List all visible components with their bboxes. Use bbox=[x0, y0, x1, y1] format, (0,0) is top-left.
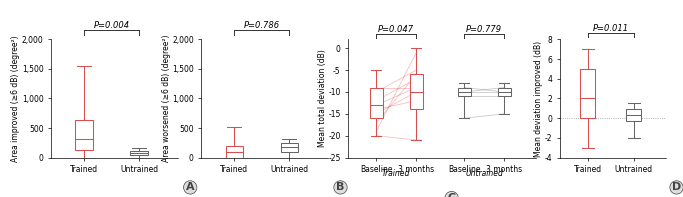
Text: A: A bbox=[186, 182, 195, 192]
Text: P=0.779: P=0.779 bbox=[466, 25, 502, 34]
Text: P=0.011: P=0.011 bbox=[593, 23, 629, 33]
Bar bbox=[626, 109, 641, 121]
Text: Trained: Trained bbox=[382, 169, 410, 177]
Text: D: D bbox=[672, 182, 681, 192]
Text: B: B bbox=[336, 182, 345, 192]
Text: C: C bbox=[447, 193, 456, 197]
Text: Untrained: Untrained bbox=[465, 169, 503, 177]
Bar bbox=[281, 143, 298, 152]
Bar bbox=[458, 87, 471, 96]
Bar bbox=[75, 120, 93, 150]
Text: P=0.004: P=0.004 bbox=[94, 21, 130, 30]
Y-axis label: Area worsened (≥6 dB) (degree²): Area worsened (≥6 dB) (degree²) bbox=[162, 35, 171, 162]
Text: P=0.786: P=0.786 bbox=[244, 21, 280, 30]
Bar bbox=[225, 146, 243, 158]
Bar bbox=[581, 69, 595, 118]
Y-axis label: Mean deviation improved (dB): Mean deviation improved (dB) bbox=[534, 40, 544, 157]
Bar bbox=[410, 74, 423, 110]
Text: P=0.047: P=0.047 bbox=[378, 25, 415, 34]
Y-axis label: Mean total deviation (dB): Mean total deviation (dB) bbox=[318, 50, 327, 147]
Bar bbox=[370, 87, 382, 118]
Y-axis label: Area improved (≥6 dB) (degree²): Area improved (≥6 dB) (degree²) bbox=[12, 35, 20, 162]
Bar bbox=[498, 87, 511, 96]
Bar bbox=[130, 151, 148, 155]
